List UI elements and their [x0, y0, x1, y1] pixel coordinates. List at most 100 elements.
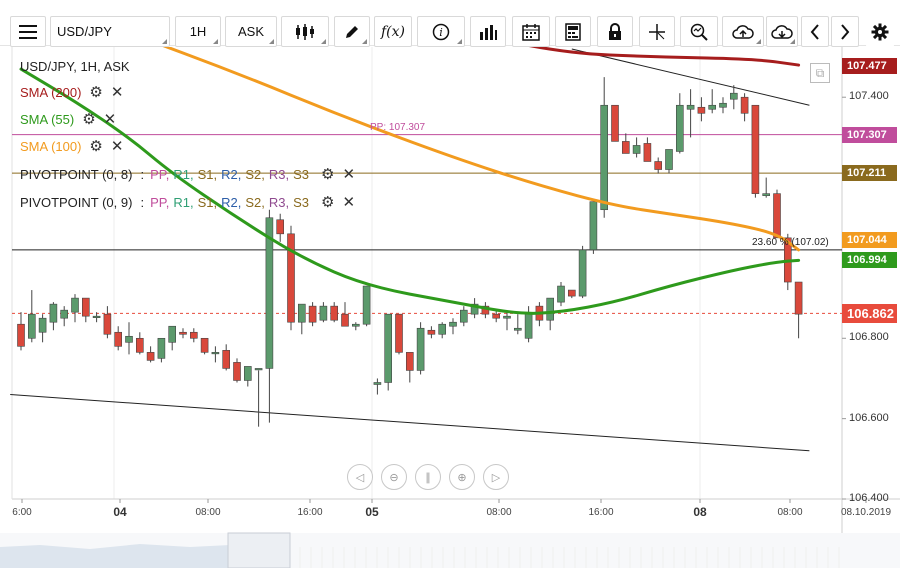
close-icon[interactable]: ✕ — [103, 111, 117, 128]
gear-icon[interactable]: ⚙ — [89, 84, 103, 101]
scroll-left-button[interactable] — [801, 16, 829, 47]
symbol-select[interactable]: USD/JPY — [50, 16, 170, 47]
fit-icon: ∥ — [425, 471, 431, 484]
gear-icon[interactable]: ⚙ — [89, 138, 103, 155]
triangle-right-icon: ▷ — [491, 471, 501, 484]
legend-sma-200[interactable]: SMA (200) ⚙ ✕ — [20, 82, 123, 102]
dropdown-triangle-icon — [790, 39, 795, 44]
navigator-window — [227, 532, 291, 568]
nav-forward-button[interactable]: ▷ — [483, 464, 509, 490]
candle-body — [513, 327, 522, 331]
price-side-select[interactable]: ASK — [225, 16, 277, 47]
pivot-param: R3, — [268, 194, 290, 210]
candle-body — [611, 104, 619, 142]
time-axis-tick: 08:00 — [195, 507, 221, 518]
candle-body — [589, 201, 598, 251]
pivot-params: PP, R1, S1, R2, S2, R3, S3 — [150, 167, 313, 182]
crosshair-button[interactable] — [639, 16, 675, 47]
legend-pivotpoint-9[interactable]: PIVOTPOINT (0, 9) : PP, R1, S1, R2, S2, R3, S3… — [20, 192, 355, 212]
candle-body — [654, 161, 663, 170]
candle-body — [297, 303, 306, 323]
candle-body — [395, 313, 403, 353]
info-button[interactable]: i — [417, 16, 465, 47]
fx-icon: f(x) — [380, 23, 405, 40]
nav-zoom-in-button[interactable]: ⊕ — [449, 464, 475, 490]
pivot-param: R1, — [173, 194, 194, 210]
pivot-param: PP, — [150, 194, 170, 210]
candle-body — [38, 317, 47, 333]
time-axis-tick: 16:00 — [588, 507, 614, 518]
candle-body — [762, 193, 771, 196]
gear-icon[interactable]: ⚙ — [82, 111, 96, 128]
chart-area[interactable]: USD/JPY, 1H, ASK SMA (200) ⚙ ✕ SMA (55) … — [0, 47, 900, 568]
legend-sma-100[interactable]: SMA (100) ⚙ ✕ — [20, 136, 123, 156]
candle-body — [330, 305, 339, 321]
nav-back-button[interactable]: ◁ — [347, 464, 373, 490]
draw-button[interactable] — [334, 16, 370, 47]
expand-button[interactable]: ⧉ — [810, 63, 830, 83]
candle-body — [276, 219, 285, 235]
dropdown-triangle-icon — [213, 39, 218, 44]
menu-button[interactable] — [10, 16, 46, 47]
calendar-button[interactable] — [512, 16, 550, 47]
calculator-button[interactable] — [555, 16, 591, 47]
nav-zoom-out-button[interactable]: ⊖ — [381, 464, 407, 490]
price-chart[interactable] — [0, 47, 900, 568]
timeframe-select[interactable]: 1H — [175, 16, 221, 47]
price-axis-tick: 106.600 — [849, 411, 889, 424]
pivot-params: PP, R1, S1, R2, S2, R3, S3 — [150, 195, 313, 210]
legend-pivotpoint-8[interactable]: PIVOTPOINT (0, 8) : PP, R1, S1, R2, S2, R3, S3… — [20, 164, 355, 184]
settings-button[interactable] — [866, 16, 894, 47]
candle-body — [244, 366, 252, 381]
candle-body — [665, 149, 673, 170]
time-axis-tick: 08.10.2019 — [840, 507, 892, 518]
candle-body — [416, 327, 425, 371]
chevron-right-icon — [841, 23, 850, 40]
legend-title: USD/JPY, 1H, ASK — [20, 56, 130, 76]
candle-body — [524, 313, 533, 339]
candle-body — [794, 281, 803, 315]
info-icon: i — [432, 23, 450, 40]
menu-icon — [19, 24, 37, 39]
pivot-param: PP, — [150, 166, 170, 182]
time-axis-tick: 05 — [365, 505, 379, 519]
candle-body — [362, 285, 371, 325]
candle-body — [751, 104, 760, 194]
pivot-param: S2, — [245, 194, 265, 210]
candle-body — [632, 145, 641, 154]
sma-line — [19, 67, 801, 315]
indicator-label: SMA (100) — [20, 138, 82, 154]
legend-sma-55[interactable]: SMA (55) ⚙ ✕ — [20, 109, 116, 129]
close-icon[interactable]: ✕ — [342, 166, 356, 183]
lock-icon — [609, 22, 621, 40]
candle-body — [600, 104, 609, 211]
close-icon[interactable]: ✕ — [110, 84, 124, 101]
price-axis-label: 107.307 — [842, 126, 897, 143]
gear-icon[interactable]: ⚙ — [321, 194, 335, 211]
close-icon[interactable]: ✕ — [342, 194, 356, 211]
indicators-button[interactable]: f(x) — [374, 16, 412, 47]
volume-button[interactable] — [470, 16, 506, 47]
chart-type-button[interactable] — [281, 16, 329, 47]
lock-button[interactable] — [597, 16, 633, 47]
candle-body — [265, 217, 274, 369]
nav-fit-button[interactable]: ∥ — [415, 464, 441, 490]
candle-body — [470, 303, 479, 315]
gear-icon[interactable]: ⚙ — [321, 166, 335, 183]
close-icon[interactable]: ✕ — [110, 138, 124, 155]
time-axis-tick: 16:00 — [297, 507, 323, 518]
candle-body — [351, 323, 360, 327]
scroll-right-button[interactable] — [831, 16, 859, 47]
save-cloud-button[interactable] — [722, 16, 764, 47]
price-axis-tick: 107.400 — [849, 90, 889, 103]
pivot-param: S3 — [293, 194, 309, 210]
zoom-out-icon: ⊖ — [389, 471, 399, 484]
chart-toolbar: USD/JPY 1H ASK f(x) i — [0, 0, 900, 47]
load-cloud-button[interactable] — [766, 16, 798, 47]
candle-body — [17, 323, 25, 347]
candle-body — [621, 141, 630, 154]
zoom-button[interactable] — [680, 16, 718, 47]
candle-body — [341, 313, 349, 327]
candle-body — [557, 285, 565, 303]
bar-chart-icon — [480, 24, 497, 40]
